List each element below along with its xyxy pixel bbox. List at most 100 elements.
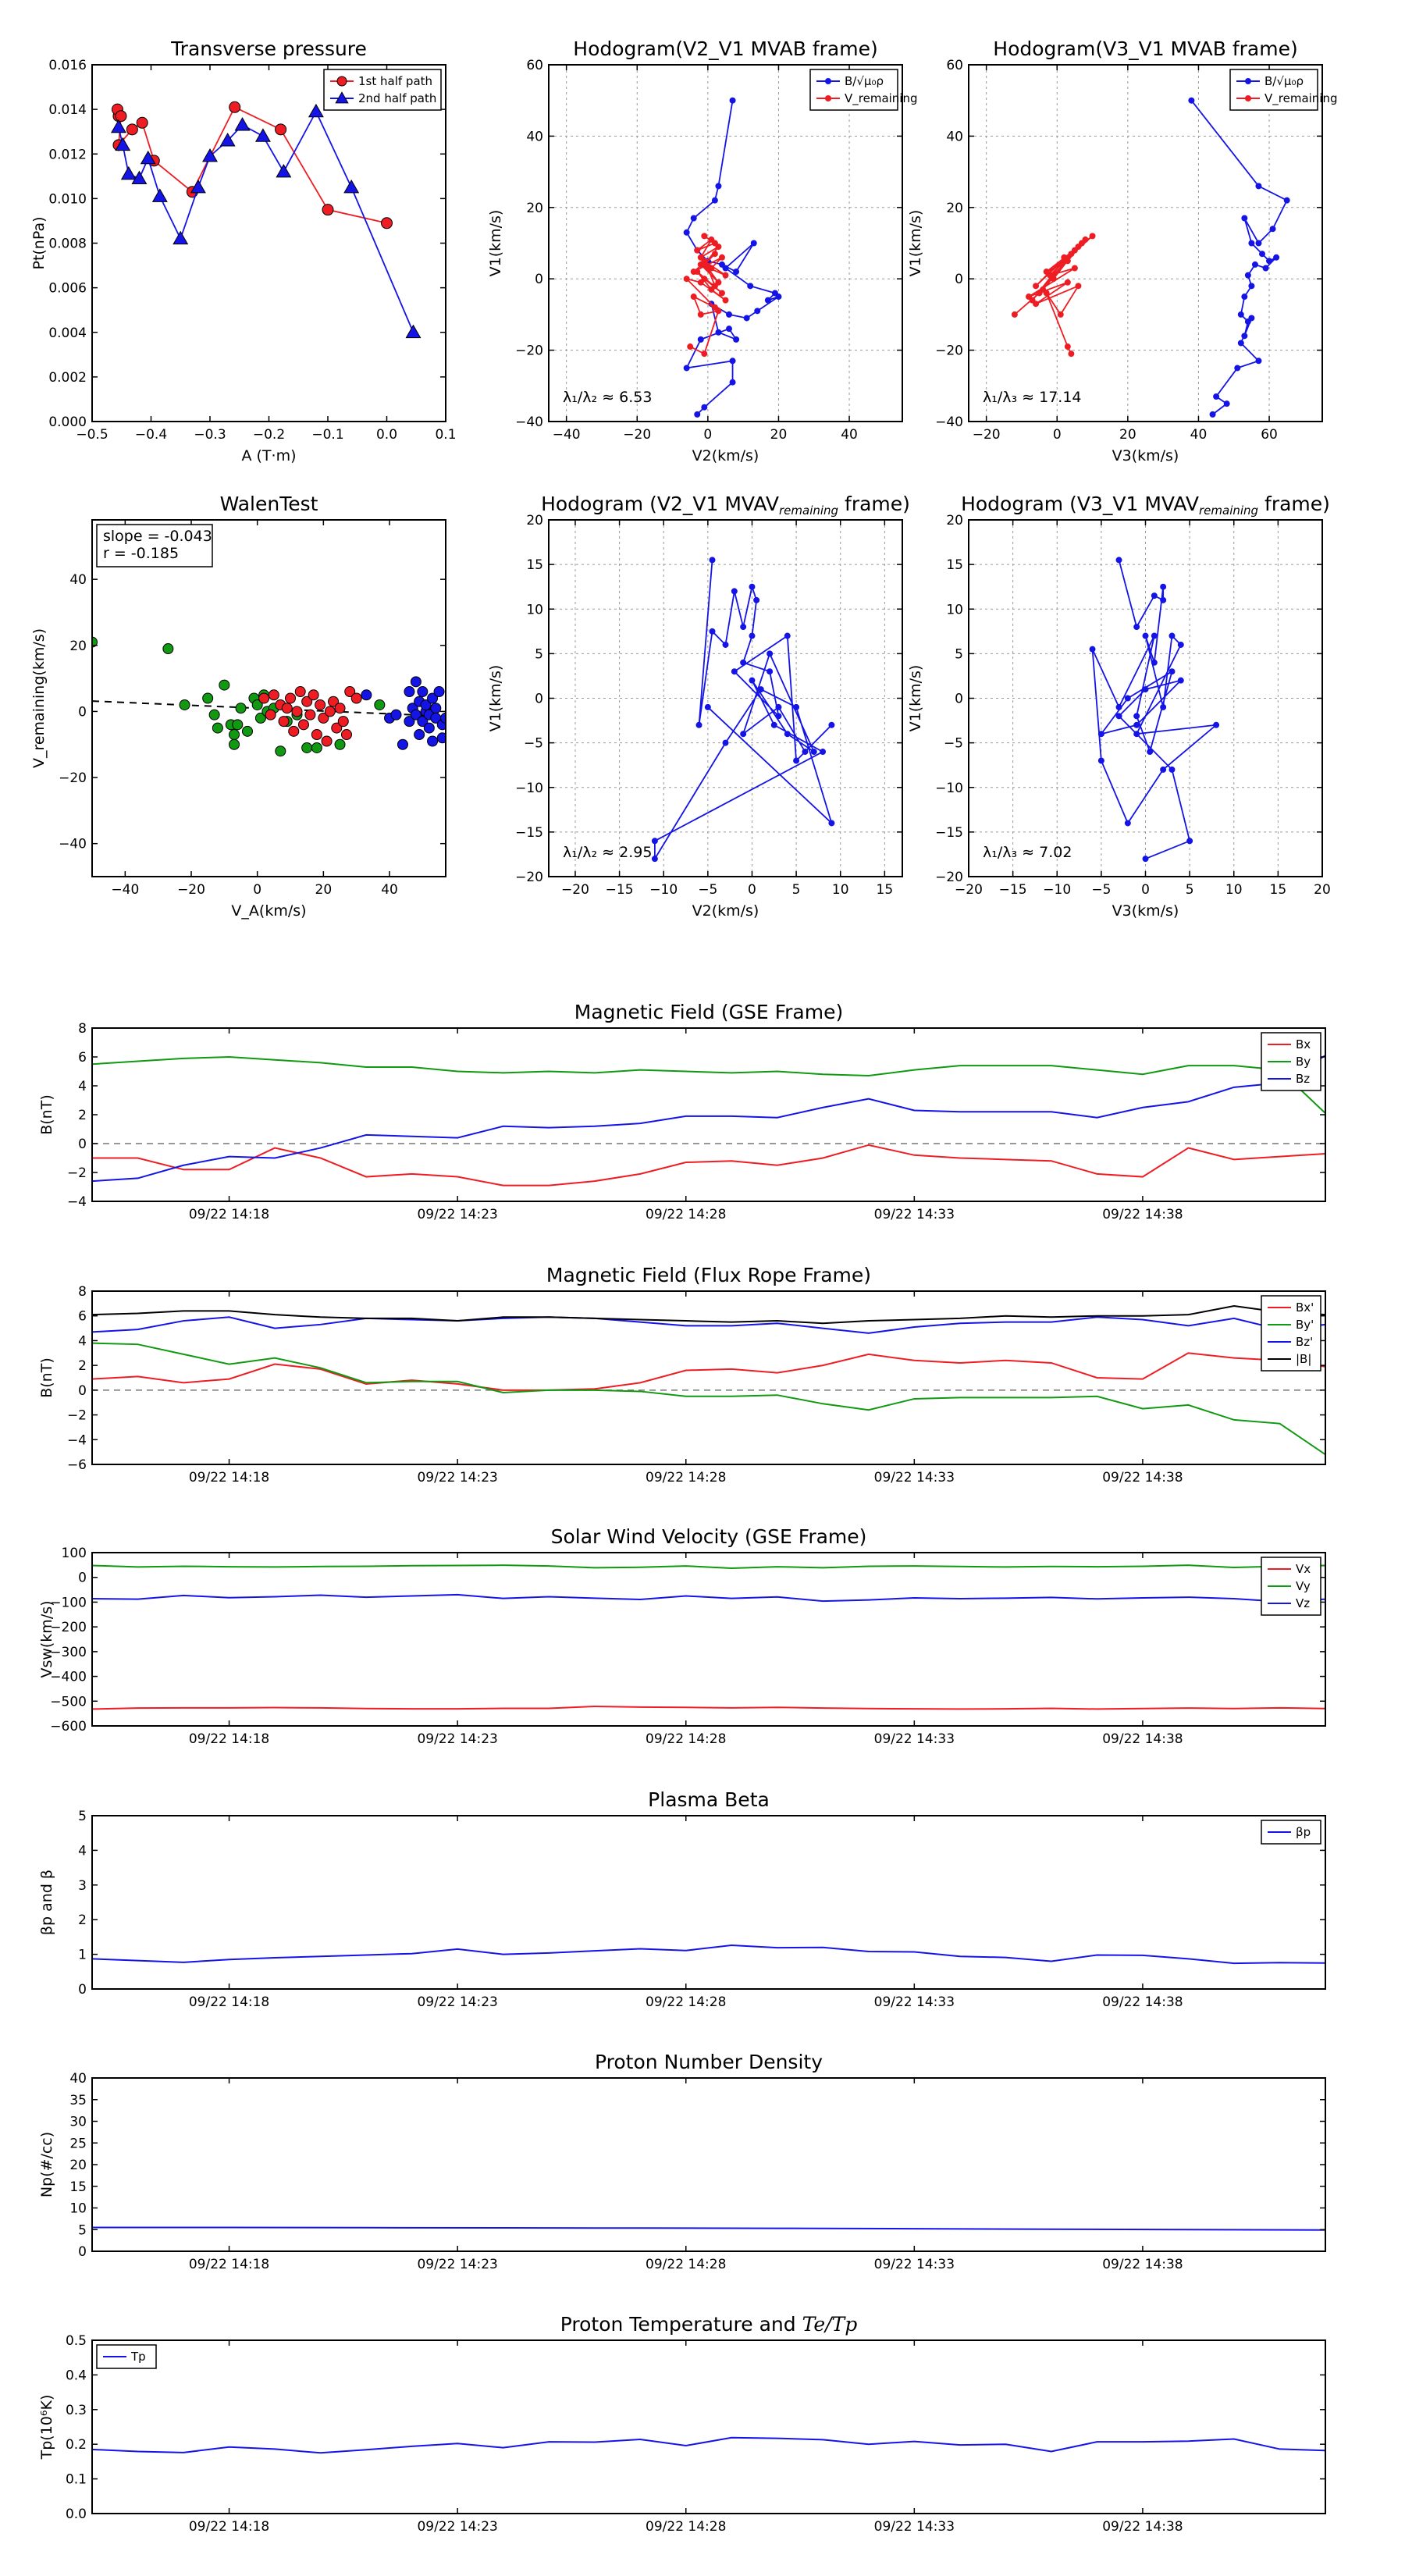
x-tick-label: 09/22 14:23 <box>417 1207 497 1222</box>
x-tick-label: 20 <box>1119 427 1136 443</box>
series-blue-0-point <box>1115 557 1122 564</box>
axes-frame <box>91 519 446 877</box>
x-tick-label: −40 <box>111 882 139 898</box>
series-b--point <box>729 358 736 365</box>
y-tick-label: 1 <box>78 1948 87 1963</box>
axes-frame <box>91 2077 1326 2252</box>
x-tick-label: 09/22 14:28 <box>646 1994 726 2010</box>
series-2nd-half-path-point <box>219 133 236 147</box>
series-blue-0-point <box>749 632 756 639</box>
series-by--line <box>92 1342 1325 1456</box>
legend-label: Tp <box>130 2350 146 2364</box>
chart-hodo2: Hodogram(V3_V1 MVAB frame)−20 0 20 40 60−40−… <box>907 37 1338 464</box>
series-blue-0-point <box>1124 820 1131 827</box>
chart-vel: Solar Wind Velocity (GSE Frame) 09/22 14:… <box>38 1525 1326 1747</box>
y-tick-label: −20 <box>515 343 543 359</box>
series-red-1-point <box>291 706 303 717</box>
series-blue-2-point <box>397 738 408 750</box>
x-tick-label: 09/22 14:28 <box>646 2519 726 2535</box>
series-vx-line <box>92 1705 1325 1710</box>
series-red-1-point <box>304 709 316 720</box>
series-b--point <box>1248 315 1255 322</box>
plot-area <box>92 2226 1325 2231</box>
y-tick-label: 0 <box>535 692 543 707</box>
series-red-1-point <box>308 689 319 701</box>
series-blue-0-point <box>731 588 738 595</box>
y-tick-label: −6 <box>67 1457 87 1473</box>
y-axis-label: Tp(10⁶K) <box>38 2395 55 2460</box>
series-v-remaining-point <box>1068 251 1075 258</box>
series-b--point <box>1241 215 1248 222</box>
series-b--point <box>726 326 733 333</box>
x-tick-label: −10 <box>1043 882 1071 898</box>
legend-label: B/√μ₀ρ <box>1264 74 1304 88</box>
series-blue-0-point <box>1147 749 1154 756</box>
plot-area <box>92 1944 1325 1965</box>
y-tick-label: 10 <box>69 2201 87 2217</box>
y-tick-label: 15 <box>946 557 963 573</box>
series-b--point <box>1255 183 1262 190</box>
chart-title: Hodogram (V2_V1 MVAVremaining frame) <box>541 493 910 518</box>
series-red-1-point <box>337 716 349 728</box>
legend-label: Bx' <box>1296 1300 1314 1315</box>
chart-title: Magnetic Field (Flux Rope Frame) <box>546 1264 871 1286</box>
y-axis-label: V1(km/s) <box>907 665 924 732</box>
chart-temp: Proton Temperature and Te/Tp 09/22 14:18 0… <box>38 2313 1326 2535</box>
legend-marker <box>1245 95 1251 101</box>
y-tick-label: 0.014 <box>48 102 87 118</box>
series-blue-2-point <box>404 686 415 698</box>
series-green-0-point <box>212 722 223 734</box>
y-tick-label: 0 <box>78 1571 87 1586</box>
series-v-remaining-point <box>1078 240 1085 247</box>
y-axis-label: B(nT) <box>38 1094 55 1135</box>
series-v-remaining-point <box>708 236 715 243</box>
y-tick-label: 0.5 <box>66 2333 87 2349</box>
series-b--point <box>690 215 697 222</box>
series-b--point <box>1248 283 1255 290</box>
series-blue-0-point <box>1168 632 1176 639</box>
series-bx-line <box>92 1144 1325 1187</box>
chart-mag_gse: Magnetic Field (GSE Frame) 09/22 14:18 09/… <box>38 1001 1326 1222</box>
series-red-1-point <box>265 709 276 720</box>
series-green-0-point <box>229 729 240 741</box>
series-v-remaining-point <box>1064 279 1071 286</box>
series-b--point <box>1258 251 1265 258</box>
series-green-0-point <box>241 725 253 737</box>
series-blue-0-point <box>1151 592 1158 600</box>
y-tick-label: 0 <box>78 2244 87 2260</box>
x-tick-label: 5 <box>1186 882 1194 898</box>
series-blue-2-point <box>423 722 435 734</box>
y-tick-label: −4 <box>67 1194 87 1210</box>
series-blue-0-point <box>1213 721 1220 728</box>
y-tick-label: 0.2 <box>66 2437 87 2453</box>
series-v-remaining-point <box>715 308 722 315</box>
y-tick-label: 0 <box>955 692 963 707</box>
series-red-1-point <box>281 703 293 714</box>
series-v-remaining-point <box>687 343 694 350</box>
chart-title: Proton Temperature and Te/Tp <box>560 2313 857 2336</box>
series-green-0-point <box>374 699 386 710</box>
series-blue-0-point <box>1115 713 1122 720</box>
series-b--point <box>697 336 704 343</box>
series-red-1-point <box>315 699 326 710</box>
stats-line: r = -0.185 <box>103 545 179 562</box>
series-b--point <box>775 294 782 301</box>
axes-frame <box>91 1552 1326 1727</box>
series-red-1-point <box>258 692 270 704</box>
legend-marker <box>825 95 831 101</box>
series-v-remaining-point <box>1033 301 1040 308</box>
chart-title: Hodogram(V2_V1 MVAB frame) <box>573 37 877 60</box>
y-tick-label: 5 <box>535 646 543 662</box>
series-b--line <box>685 100 779 415</box>
series-vy-line <box>92 1564 1325 1569</box>
y-tick-label: −20 <box>935 870 963 885</box>
series-blue-0-point <box>740 659 747 666</box>
series-v-remaining-point <box>718 290 725 297</box>
x-tick-label: −0.4 <box>135 427 167 443</box>
eigen-ratio-annotation: λ₁/λ₂ ≈ 6.53 <box>563 389 652 406</box>
y-tick-label: 15 <box>526 557 543 573</box>
series-blue-2-point <box>361 689 372 701</box>
legend-label: By' <box>1296 1318 1314 1332</box>
y-tick-label: 40 <box>946 129 963 144</box>
